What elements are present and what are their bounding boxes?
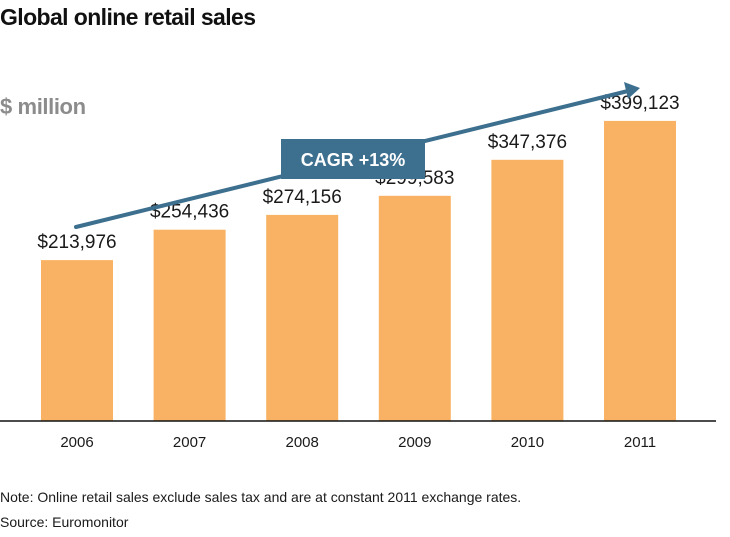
x-tick-label-2007: 2007 <box>173 434 206 451</box>
bars-group <box>41 120 676 422</box>
bar-chart: $213,976$254,436$274,156$299,583$347,376… <box>0 82 716 451</box>
bar-2011 <box>604 120 676 422</box>
value-label-2010: $347,376 <box>488 132 567 153</box>
footnote: Note: Online retail sales exclude sales … <box>0 489 522 505</box>
x-tick-label-2006: 2006 <box>60 434 93 451</box>
x-tick-label-2011: 2011 <box>624 434 656 451</box>
value-label-2007: $254,436 <box>150 202 229 223</box>
x-tick-labels-group: 2006 2007 2008 2009 2010 2011 <box>60 434 656 451</box>
unit-label: $ million <box>0 94 86 119</box>
bar-2008 <box>266 214 339 421</box>
value-label-2011: $399,123 <box>600 93 679 114</box>
x-tick-label-2009: 2009 <box>398 434 431 451</box>
x-tick-label-2008: 2008 <box>286 434 319 451</box>
chart-title: Global online retail sales <box>0 4 256 30</box>
source-note: Source: Euromonitor <box>0 514 129 530</box>
cagr-badge-box <box>281 139 425 179</box>
cagr-arrow-head <box>624 82 640 99</box>
cagr-badge-label: CAGR +13% <box>301 150 406 170</box>
x-tick-label-2010: 2010 <box>511 434 544 451</box>
bar-2006 <box>41 260 113 421</box>
cagr-badge: CAGR +13% <box>281 139 425 179</box>
bar-2009 <box>378 195 451 421</box>
bar-2010 <box>491 159 564 422</box>
bar-2007 <box>153 229 226 421</box>
value-label-2006: $213,976 <box>37 232 116 253</box>
value-label-2008: $274,156 <box>263 187 342 208</box>
